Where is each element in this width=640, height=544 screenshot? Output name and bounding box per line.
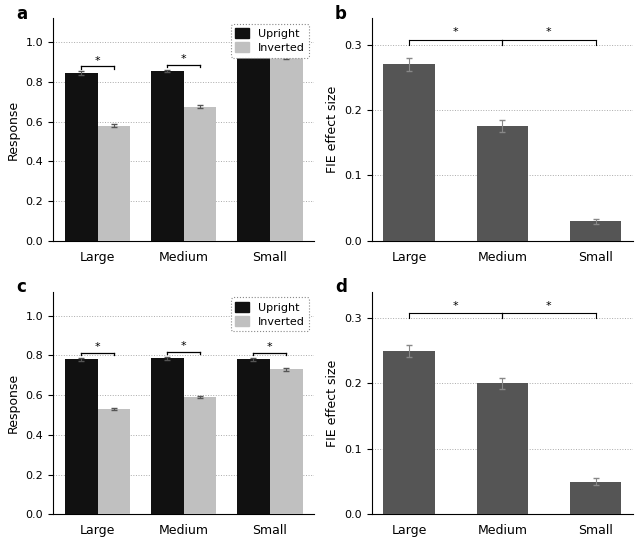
Text: *: * [181,342,186,351]
Legend: Upright, Inverted: Upright, Inverted [231,24,309,58]
Bar [65,360,97,514]
Text: *: * [181,54,186,64]
Bar [270,58,303,241]
Y-axis label: FIE effect size: FIE effect size [326,86,339,174]
Y-axis label: Response: Response [7,100,20,160]
Bar [477,126,528,241]
Bar [151,71,184,241]
Bar [151,358,184,514]
Bar [237,360,270,514]
Text: *: * [95,342,100,353]
Bar [570,481,621,514]
Bar [570,221,621,241]
Text: *: * [546,301,552,311]
Text: *: * [267,35,273,46]
Bar [184,107,216,241]
Bar [383,64,435,241]
Bar [237,52,270,241]
Y-axis label: Response: Response [7,373,20,433]
Bar [97,126,131,241]
Bar [97,409,131,514]
Bar [270,369,303,514]
Text: *: * [453,301,458,311]
Text: *: * [546,27,552,38]
Text: *: * [453,27,458,38]
Text: c: c [17,279,26,296]
Bar [65,73,97,241]
Y-axis label: FIE effect size: FIE effect size [326,360,339,447]
Text: b: b [335,5,347,23]
Text: a: a [17,5,28,23]
Text: d: d [335,279,347,296]
Text: *: * [95,56,100,66]
Bar [184,397,216,514]
Bar [477,384,528,514]
Text: *: * [267,342,273,353]
Bar [383,351,435,514]
Legend: Upright, Inverted: Upright, Inverted [231,298,309,331]
